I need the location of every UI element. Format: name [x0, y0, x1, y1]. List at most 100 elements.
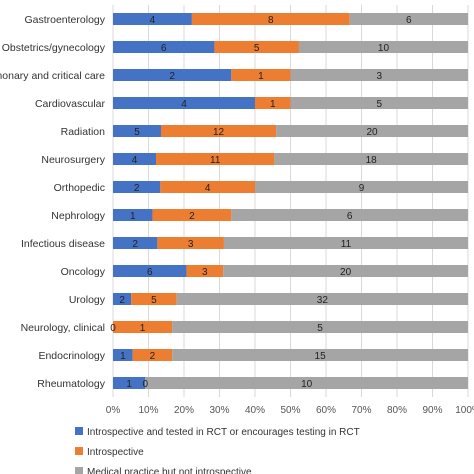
legend-label-series-3: Medical practice but not introspective — [87, 467, 252, 474]
data-label-neurology-clinical-series-3: 5 — [317, 323, 323, 334]
bar-orthopedic-series-3 — [255, 181, 468, 193]
gridlines — [112, 5, 469, 397]
bar-pulmonary-and-critical-care-series-3 — [290, 69, 468, 81]
data-label-neurosurgery-series-2: 11 — [210, 155, 221, 166]
bar-rheumatology-series-1 — [113, 377, 146, 389]
bar-urology-series-2 — [131, 293, 177, 305]
category-label-radiation: Radiation — [61, 126, 106, 138]
bar-endocrinology-series-3 — [172, 349, 468, 361]
data-label-endocrinology-series-1: 1 — [120, 351, 126, 362]
x-tick-label-60: 60% — [316, 405, 336, 416]
data-label-pulmonary-and-critical-care-series-1: 2 — [169, 71, 175, 82]
data-label-gastroenterology-series-1: 4 — [150, 15, 156, 26]
data-label-oncology-series-3: 20 — [340, 267, 352, 278]
category-labels: Gastroenterology Obstetrics/gynecology Pul… — [0, 14, 106, 390]
category-label-neurosurgery: Neurosurgery — [41, 154, 105, 166]
data-label-rheumatology-series-3: 10 — [301, 379, 313, 390]
bar-orthopedic-series-2 — [160, 181, 255, 193]
bar-cardiovascular-series-2 — [255, 97, 291, 109]
data-label-rheumatology-series-1: 1 — [126, 379, 132, 390]
bar-cardiovascular-series-1 — [113, 97, 255, 109]
x-tick-label-10: 10% — [138, 405, 158, 416]
x-tick-label-70: 70% — [351, 405, 371, 416]
category-label-neurology-clinical: Neurology, clinical — [21, 322, 105, 334]
data-label-gastroenterology-series-2: 8 — [268, 15, 274, 26]
bar-pulmonary-and-critical-care-series-2 — [231, 69, 291, 81]
category-label-oncology: Oncology — [61, 266, 106, 278]
bar-endocrinology-series-2 — [132, 349, 173, 361]
bars — [113, 13, 469, 389]
data-label-obstetrics-gynecology-series-1: 6 — [161, 43, 167, 54]
data-label-neurosurgery-series-3: 18 — [366, 155, 378, 166]
data-label-neurology-clinical-series-2: 1 — [140, 323, 146, 334]
bar-cardiovascular-series-3 — [290, 97, 468, 109]
x-tick-label-50: 50% — [280, 405, 300, 416]
bar-oncology-series-1 — [113, 265, 187, 277]
bar-neurosurgery-series-1 — [113, 153, 157, 165]
data-label-pulmonary-and-critical-care-series-2: 1 — [258, 71, 264, 82]
legend: Introspective and tested in RCT or encou… — [75, 427, 360, 474]
category-label-obstetrics-gynecology: Obstetrics/gynecology — [2, 42, 106, 54]
data-label-orthopedic-series-2: 4 — [205, 183, 211, 194]
data-label-orthopedic-series-1: 2 — [134, 183, 140, 194]
data-label-obstetrics-gynecology-series-2: 5 — [254, 43, 260, 54]
bar-neurosurgery-series-2 — [156, 153, 275, 165]
data-label-oncology-series-1: 6 — [147, 267, 153, 278]
data-label-urology-series-3: 32 — [317, 295, 329, 306]
x-tick-label-90: 90% — [422, 405, 442, 416]
legend-label-series-1: Introspective and tested in RCT or encou… — [87, 427, 360, 438]
category-label-endocrinology: Endocrinology — [38, 350, 105, 362]
bar-nephrology-series-2 — [152, 209, 232, 221]
bar-neurology-clinical-series-3 — [172, 321, 468, 333]
x-axis-tick-labels: 0% 10% 20% 30% 40% 50% 60% 70% 80% 90% 100% — [106, 405, 474, 416]
bar-gastroenterology-series-1 — [113, 13, 192, 25]
bar-neurosurgery-series-3 — [274, 153, 468, 165]
data-label-radiation-series-2: 12 — [213, 127, 225, 138]
data-label-gastroenterology-series-3: 6 — [406, 15, 412, 26]
category-label-nephrology: Nephrology — [51, 210, 105, 222]
category-label-infectious-disease: Infectious disease — [21, 238, 105, 250]
category-label-cardiovascular: Cardiovascular — [35, 98, 106, 110]
bar-urology-series-3 — [176, 293, 468, 305]
bar-radiation-series-1 — [113, 125, 161, 137]
bar-radiation-series-3 — [276, 125, 468, 137]
data-label-radiation-series-3: 20 — [366, 127, 378, 138]
bar-orthopedic-series-1 — [113, 181, 161, 193]
bar-infectious-disease-series-1 — [113, 237, 158, 249]
data-label-orthopedic-series-3: 9 — [359, 183, 365, 194]
data-label-infectious-disease-series-2: 3 — [188, 239, 194, 250]
category-label-urology: Urology — [69, 294, 106, 306]
data-label-rheumatology-series-2: 0 — [142, 379, 148, 390]
bar-pulmonary-and-critical-care-series-1 — [113, 69, 232, 81]
bar-neurology-clinical-series-2 — [113, 321, 173, 333]
data-label-neurosurgery-series-1: 4 — [132, 155, 138, 166]
bar-rheumatology-series-3 — [145, 377, 469, 389]
bar-obstetrics-gynecology-series-3 — [298, 41, 468, 53]
x-tick-label-40: 40% — [245, 405, 265, 416]
data-label-oncology-series-2: 3 — [202, 267, 208, 278]
x-tick-label-0: 0% — [106, 405, 121, 416]
bar-oncology-series-3 — [223, 265, 468, 277]
bar-urology-series-1 — [113, 293, 132, 305]
data-label-urology-series-1: 2 — [119, 295, 125, 306]
x-tick-label-100: 100% — [455, 405, 474, 416]
bar-endocrinology-series-1 — [113, 349, 133, 361]
data-label-cardiovascular-series-1: 4 — [181, 99, 187, 110]
bar-gastroenterology-series-3 — [349, 13, 468, 25]
bar-obstetrics-gynecology-series-2 — [214, 41, 299, 53]
bar-infectious-disease-series-3 — [223, 237, 468, 249]
data-label-nephrology-series-1: 1 — [130, 211, 136, 222]
category-label-pulmonary-and-critical-care: Pulmonary and critical care — [0, 70, 105, 82]
legend-swatch-series-3 — [75, 467, 83, 474]
bar-nephrology-series-3 — [231, 209, 468, 221]
x-tick-label-80: 80% — [387, 405, 407, 416]
data-label-radiation-series-1: 5 — [134, 127, 140, 138]
bar-nephrology-series-1 — [113, 209, 153, 221]
category-label-gastroenterology: Gastroenterology — [24, 14, 105, 26]
data-label-pulmonary-and-critical-care-series-3: 3 — [376, 71, 382, 82]
data-label-infectious-disease-series-3: 11 — [341, 239, 352, 250]
data-label-infectious-disease-series-1: 2 — [132, 239, 138, 250]
data-label-cardiovascular-series-3: 5 — [376, 99, 382, 110]
x-tick-label-30: 30% — [209, 405, 229, 416]
